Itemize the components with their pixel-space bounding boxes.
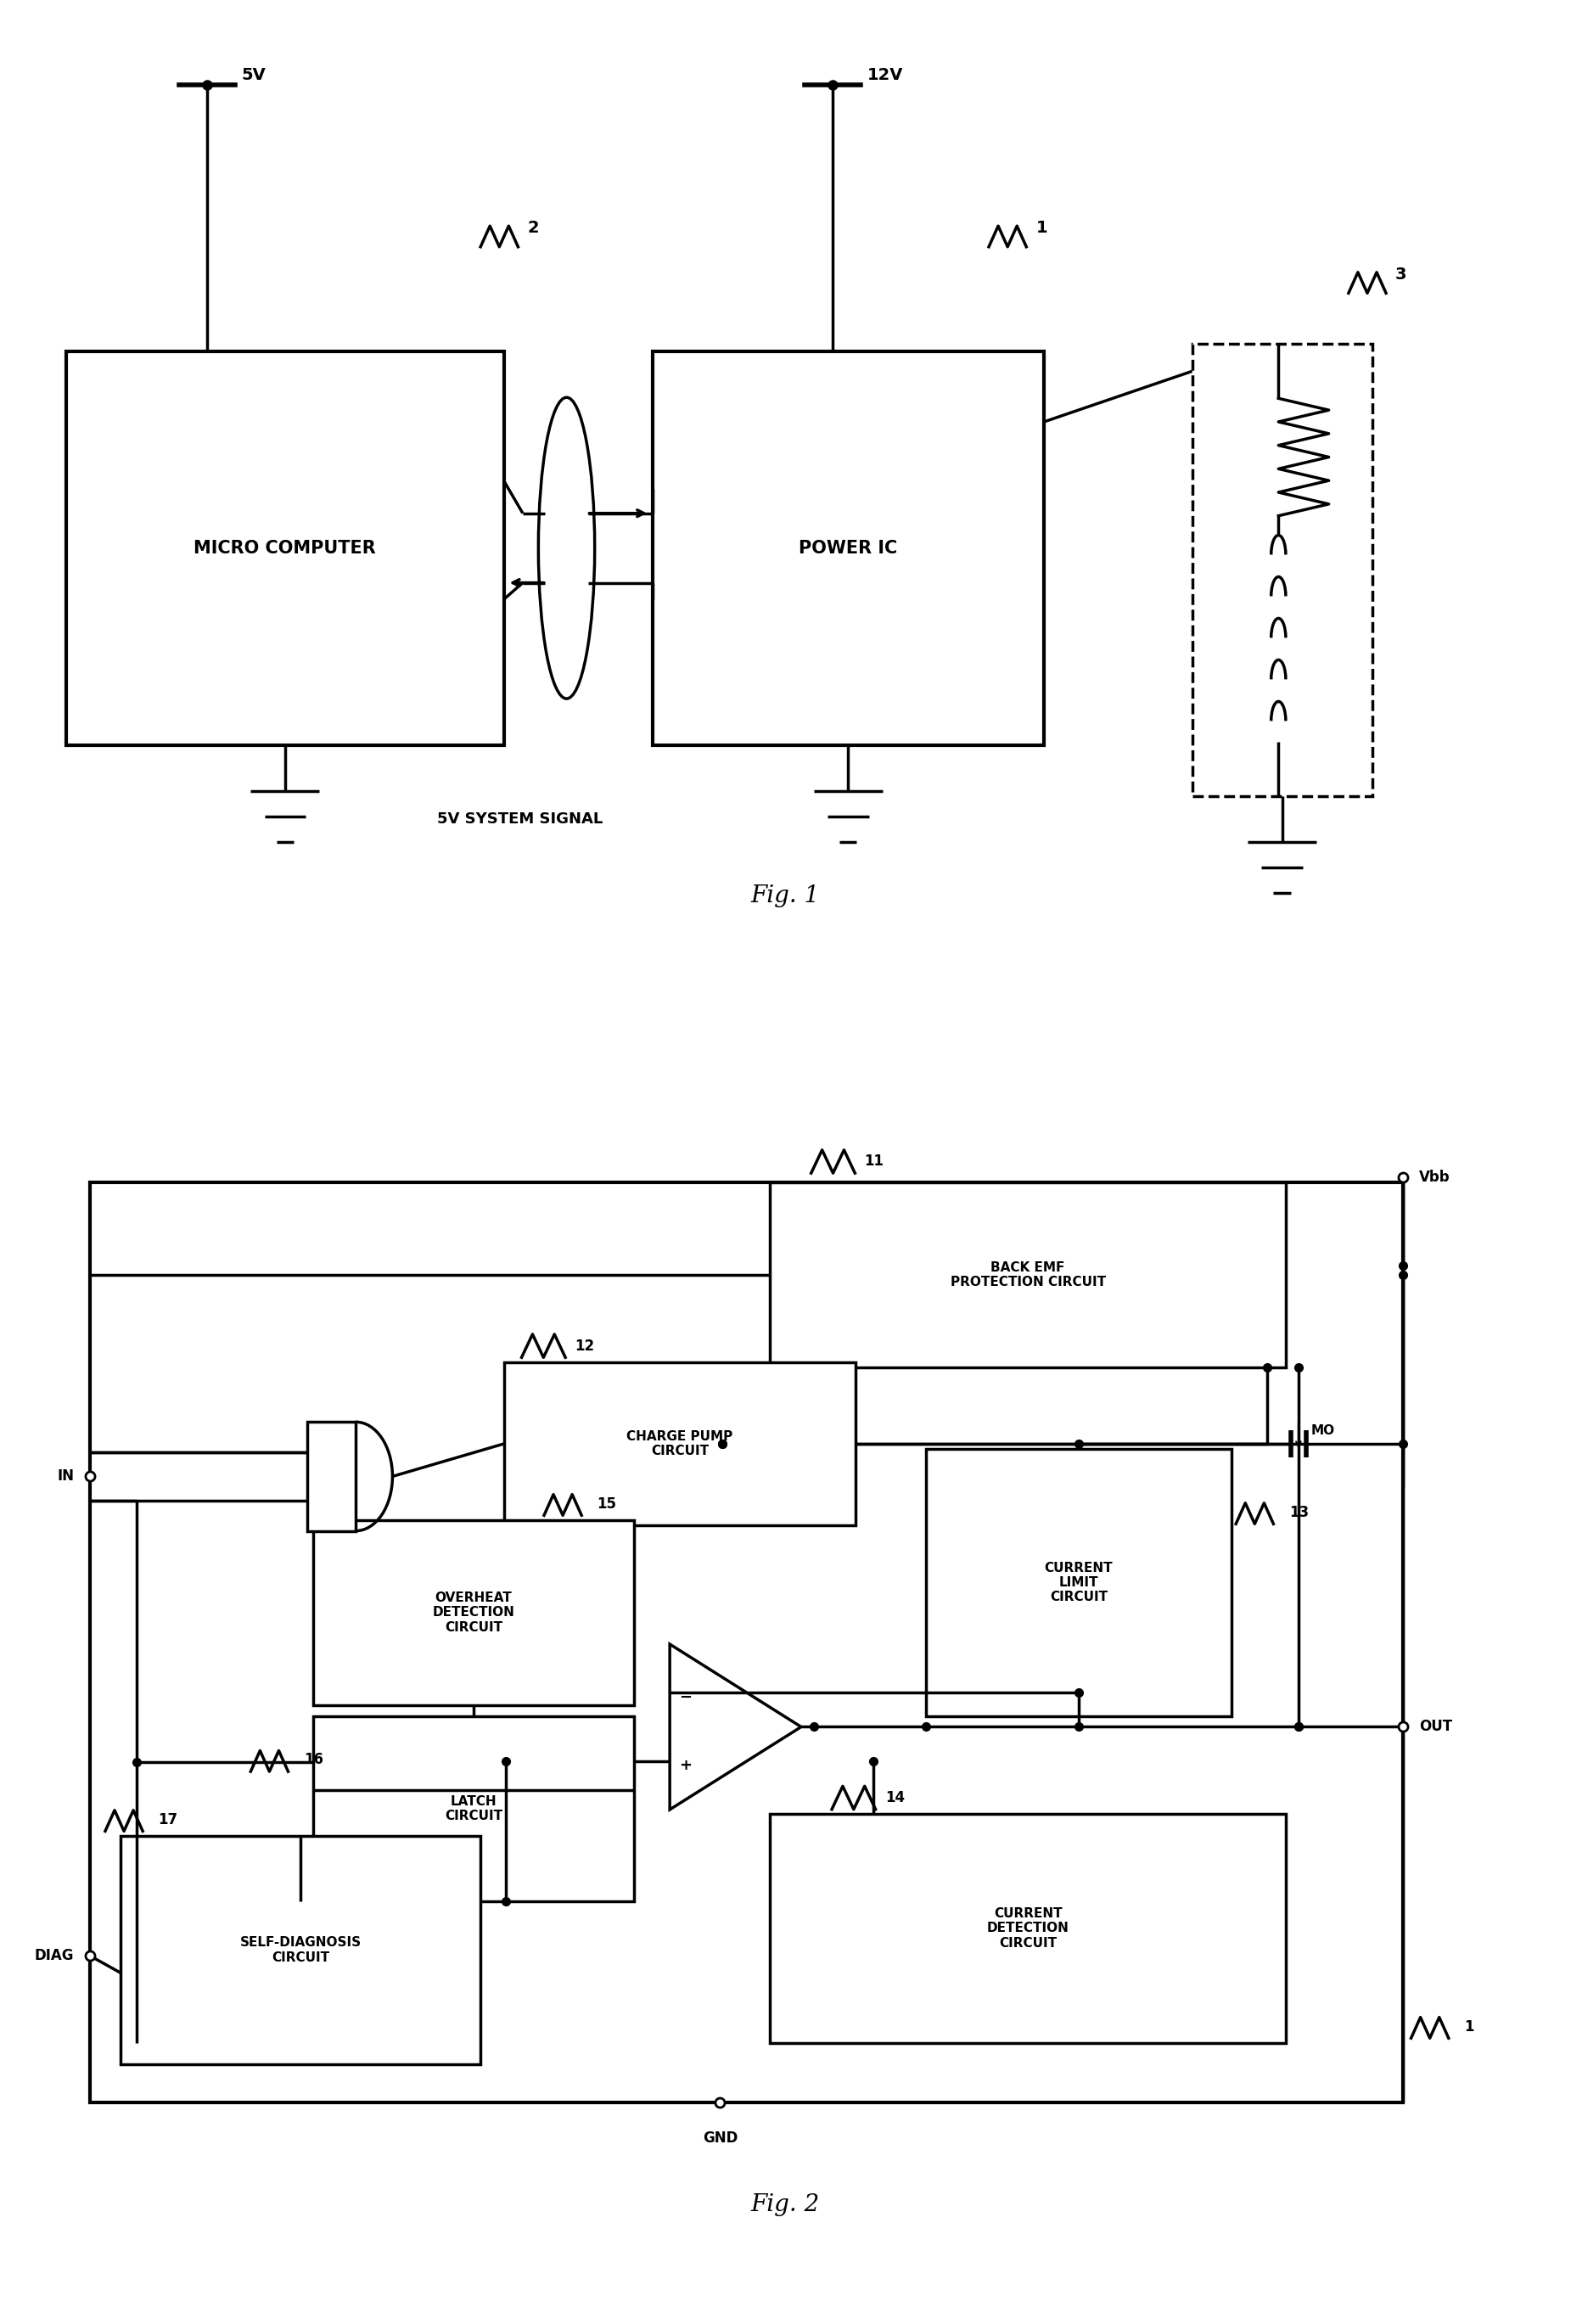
Bar <box>770 1183 1287 1367</box>
Bar <box>927 1450 1232 1715</box>
Text: 13: 13 <box>1290 1504 1309 1520</box>
Bar <box>504 1362 856 1525</box>
Bar <box>66 351 504 746</box>
Text: MO: MO <box>1310 1425 1335 1436</box>
Bar <box>652 351 1043 746</box>
Bar <box>306 1422 355 1532</box>
Text: Fig. 1: Fig. 1 <box>751 883 820 906</box>
Bar <box>313 1715 633 1901</box>
Text: BACK EMF
PROTECTION CIRCUIT: BACK EMF PROTECTION CIRCUIT <box>950 1262 1106 1290</box>
Text: 12: 12 <box>575 1339 594 1353</box>
Text: 16: 16 <box>303 1752 324 1769</box>
Text: 11: 11 <box>864 1155 884 1169</box>
Text: SELF-DIAGNOSIS
CIRCUIT: SELF-DIAGNOSIS CIRCUIT <box>240 1936 361 1964</box>
Bar <box>121 1836 481 2064</box>
Text: 5V: 5V <box>242 67 265 84</box>
Text: 3: 3 <box>1395 267 1408 284</box>
Text: LATCH
CIRCUIT: LATCH CIRCUIT <box>445 1794 503 1822</box>
Text: IN: IN <box>57 1469 74 1485</box>
Text: 17: 17 <box>159 1813 178 1827</box>
Text: CURRENT
DETECTION
CIRCUIT: CURRENT DETECTION CIRCUIT <box>987 1908 1068 1950</box>
Text: 5V SYSTEM SIGNAL: 5V SYSTEM SIGNAL <box>437 811 603 827</box>
Text: GND: GND <box>702 2131 738 2145</box>
Text: Fig. 2: Fig. 2 <box>751 2194 820 2217</box>
Bar <box>1192 344 1371 795</box>
Text: CURRENT
LIMIT
CIRCUIT: CURRENT LIMIT CIRCUIT <box>1045 1562 1112 1604</box>
Text: CHARGE PUMP
CIRCUIT: CHARGE PUMP CIRCUIT <box>627 1429 734 1457</box>
Text: MICRO COMPUTER: MICRO COMPUTER <box>193 539 375 555</box>
Text: OVERHEAT
DETECTION
CIRCUIT: OVERHEAT DETECTION CIRCUIT <box>432 1592 515 1634</box>
Text: DIAG: DIAG <box>35 1948 74 1964</box>
Text: OUT: OUT <box>1419 1720 1452 1734</box>
Text: 12V: 12V <box>867 67 903 84</box>
Text: +: + <box>679 1759 691 1773</box>
Text: POWER IC: POWER IC <box>798 539 897 555</box>
Bar <box>313 1520 633 1706</box>
Text: 14: 14 <box>884 1789 905 1806</box>
Text: Vbb: Vbb <box>1419 1169 1450 1185</box>
Text: −: − <box>679 1690 691 1706</box>
Text: 2: 2 <box>528 221 539 237</box>
Text: 15: 15 <box>597 1497 617 1511</box>
Bar <box>90 1183 1403 2103</box>
Bar <box>770 1815 1287 2043</box>
Text: 1: 1 <box>1464 2020 1474 2034</box>
Text: 1: 1 <box>1035 221 1048 237</box>
